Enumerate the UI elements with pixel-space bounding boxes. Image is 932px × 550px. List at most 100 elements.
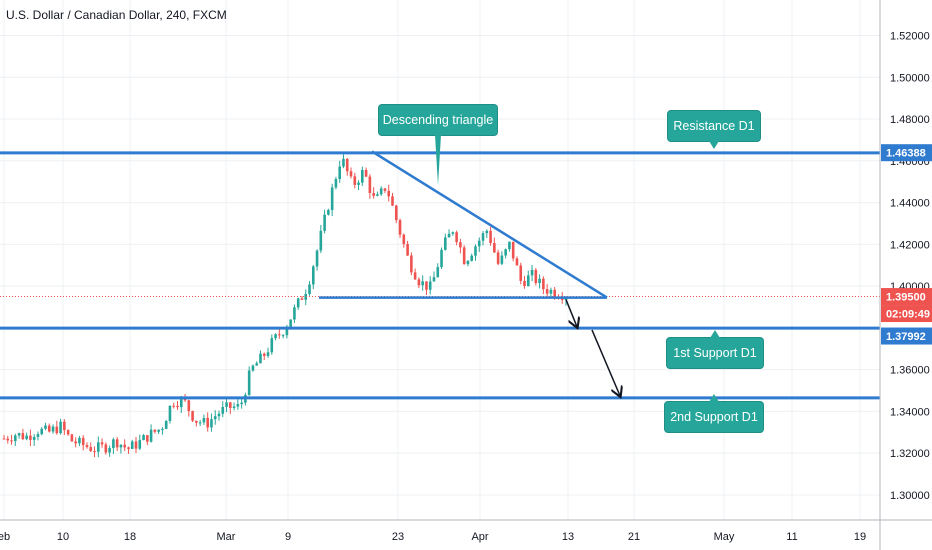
candle-body (123, 444, 126, 448)
chart-grid (0, 0, 880, 520)
candle-body (164, 421, 168, 429)
candle-body (36, 434, 40, 437)
countdown-label: 02:09:49 (886, 309, 930, 321)
candle-body (477, 240, 481, 247)
x-tick-label: Mar (217, 531, 236, 543)
candle-body (130, 441, 134, 449)
candle-body (428, 281, 432, 290)
support-price-label-bg (881, 327, 932, 345)
candle-body (112, 439, 115, 448)
candle-body (406, 244, 409, 256)
candle-body (330, 187, 334, 211)
candle-body (153, 429, 157, 432)
candle-body (511, 241, 515, 259)
candle-body (240, 402, 243, 405)
candle-body (55, 426, 59, 434)
candle-body (6, 438, 10, 441)
candle-body (493, 243, 496, 253)
candle-body (270, 338, 274, 353)
candle-body (85, 445, 89, 448)
candle-body (89, 447, 93, 452)
candle-body (508, 241, 511, 250)
candle-body (421, 281, 424, 286)
x-tick-label: 9 (285, 531, 291, 543)
candle-body (417, 279, 421, 286)
candle-body (274, 334, 277, 339)
candle-body (247, 370, 251, 395)
candle-body (489, 230, 492, 244)
x-tick-label: 10 (57, 531, 69, 543)
candle-body (142, 435, 145, 441)
candle-body (353, 176, 357, 185)
candle-body (32, 436, 36, 440)
y-tick-label: 1.52000 (890, 31, 930, 43)
candle-body (526, 275, 530, 287)
candle-body (560, 298, 564, 300)
callout-2nd-support-d1[interactable]: 2nd Support D1 (664, 394, 764, 433)
candle-body (259, 353, 262, 364)
candle-body (47, 425, 51, 432)
candle-body (115, 439, 119, 448)
candle-body (481, 233, 485, 241)
x-tick-label: eb (0, 531, 10, 543)
candle-body (146, 435, 149, 442)
y-tick-label: 1.42000 (890, 239, 930, 251)
candle-body (161, 428, 164, 430)
callout-descending-triangle[interactable]: Descending triangle (378, 104, 498, 185)
candle-body (221, 406, 225, 414)
candle-body (462, 247, 466, 265)
candle-body (100, 442, 104, 445)
candle-body (440, 249, 443, 268)
candle-body (451, 232, 455, 234)
last-price-label-bg (881, 288, 932, 306)
candle-body (262, 353, 266, 356)
x-tick-label: May (714, 531, 735, 543)
candle-body (168, 405, 172, 422)
y-tick-label: 1.44000 (890, 198, 930, 210)
callout-tail (709, 141, 719, 149)
candle-body (278, 334, 281, 336)
x-tick-label: 23 (392, 531, 404, 543)
candle-body (63, 421, 66, 431)
candle-body (59, 421, 62, 434)
candle-body (425, 281, 428, 290)
candle-body (300, 298, 304, 300)
candle-body (40, 428, 44, 435)
x-tick-label: Apr (471, 531, 488, 543)
candle-body (323, 214, 326, 231)
candle-body (251, 365, 255, 371)
candle-body (361, 169, 364, 183)
candle-body (410, 255, 413, 273)
countdown-label-bg (881, 305, 932, 323)
candle-body (432, 277, 436, 282)
candle-body (17, 433, 21, 436)
candle-body (519, 265, 523, 281)
candle-body (176, 405, 179, 408)
candle-body (459, 242, 462, 248)
y-tick-label: 1.30000 (890, 490, 930, 502)
callout-descending-triangle-label: Descending triangle (382, 113, 494, 127)
candle-body (172, 405, 176, 407)
candle-body (210, 419, 213, 428)
candle-body (10, 440, 13, 442)
candle-body (530, 269, 534, 276)
candle-body (379, 188, 383, 195)
candle-body (25, 435, 28, 440)
callout-resistance-d1[interactable]: Resistance D1 (667, 110, 761, 149)
candle-body (78, 437, 81, 444)
candle-body (138, 440, 142, 449)
candle-body (376, 194, 379, 196)
candle-body (368, 176, 372, 193)
candle-body (523, 280, 526, 287)
candle-body (96, 442, 100, 452)
candle-body (315, 250, 319, 267)
candle-body (338, 166, 341, 180)
triangle-upper-trendline (371, 150, 608, 299)
candle-body (402, 234, 406, 245)
candle-body (496, 252, 500, 264)
callout-1st-support-d1[interactable]: 1st Support D1 (666, 330, 764, 369)
candle-body (357, 182, 360, 185)
candle-body (444, 237, 447, 250)
